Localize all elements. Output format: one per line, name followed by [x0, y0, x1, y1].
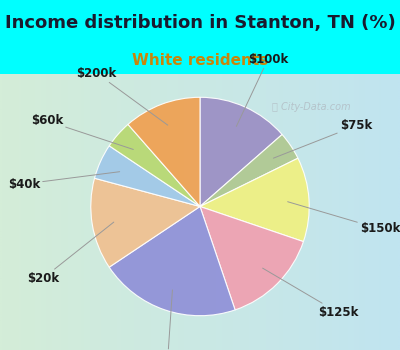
Wedge shape: [91, 178, 200, 267]
Wedge shape: [200, 97, 282, 206]
Wedge shape: [128, 97, 200, 206]
Text: Income distribution in Stanton, TN (%): Income distribution in Stanton, TN (%): [5, 14, 395, 32]
Wedge shape: [109, 124, 200, 206]
Text: $20k: $20k: [27, 222, 114, 285]
Text: $75k: $75k: [274, 119, 372, 158]
Text: $125k: $125k: [263, 268, 358, 319]
Text: $200k: $200k: [76, 66, 168, 125]
Text: $60k: $60k: [31, 114, 133, 149]
Wedge shape: [109, 206, 235, 316]
Text: $150k: $150k: [288, 202, 400, 236]
Text: $40k: $40k: [8, 172, 120, 190]
Text: White residents: White residents: [132, 52, 268, 68]
Wedge shape: [200, 158, 309, 242]
Text: $30k: $30k: [152, 290, 184, 350]
Text: $100k: $100k: [236, 52, 288, 126]
Wedge shape: [200, 134, 298, 206]
Text: ⓘ City-Data.com: ⓘ City-Data.com: [272, 102, 351, 112]
Wedge shape: [200, 206, 304, 310]
Wedge shape: [94, 146, 200, 206]
